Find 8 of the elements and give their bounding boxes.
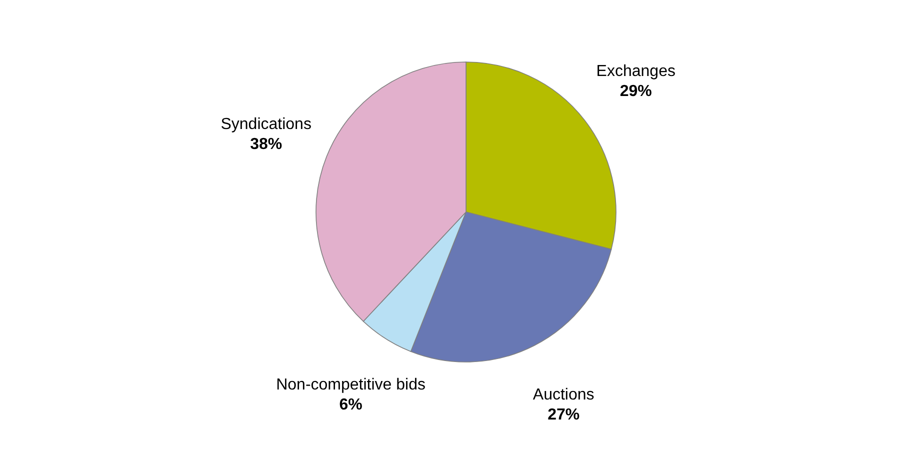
data-label: 38% (250, 136, 282, 153)
slice-label: Exchanges (596, 63, 676, 80)
slice-label: Auctions (532, 386, 594, 404)
data-label: 29% (620, 83, 652, 100)
data-label: 6% (339, 396, 362, 414)
data-label: 27% (548, 406, 580, 424)
slice-label: Non-competitive bids (276, 376, 426, 394)
slice-label: Syndications (220, 116, 312, 133)
